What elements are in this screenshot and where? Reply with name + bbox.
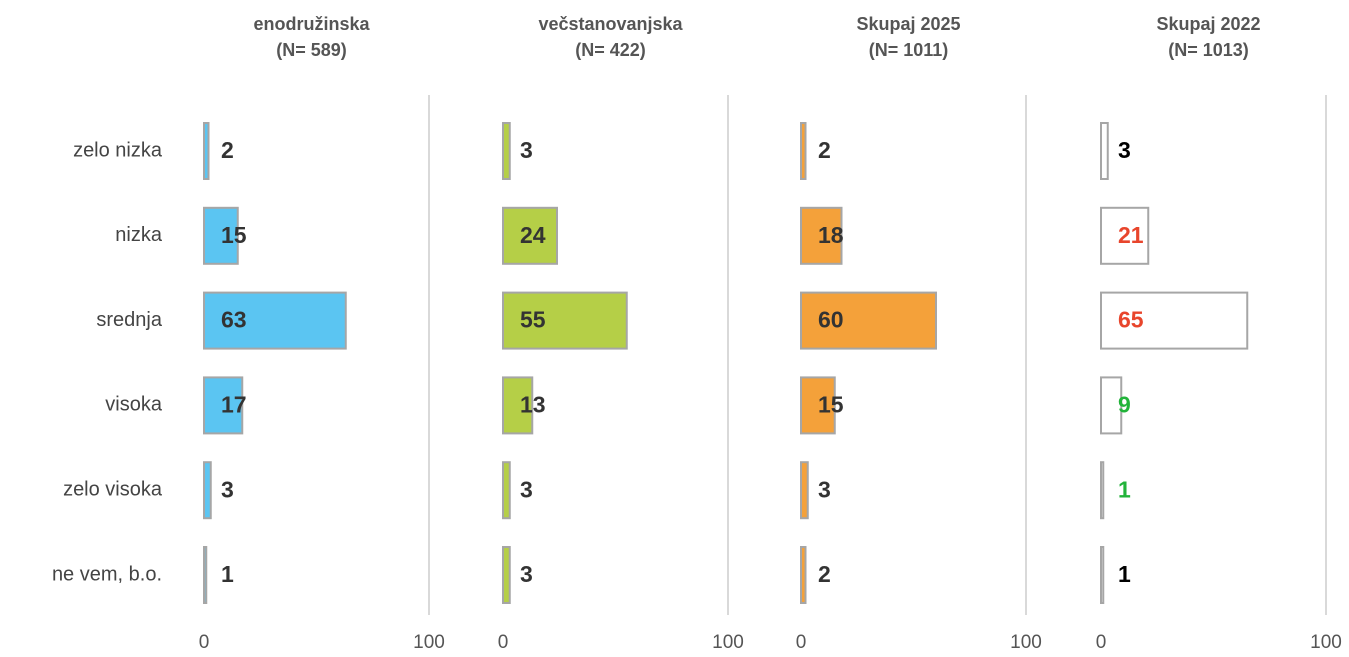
value-label: 55 <box>520 307 546 333</box>
value-label: 65 <box>1118 307 1144 333</box>
bar <box>800 206 843 265</box>
bar <box>502 291 628 350</box>
value-label: 3 <box>520 137 533 163</box>
bar <box>800 376 836 435</box>
value-label: 9 <box>1118 391 1131 417</box>
x-tick-label: 100 <box>712 632 744 653</box>
bar <box>203 461 212 520</box>
bar <box>203 206 239 265</box>
bar <box>1100 122 1109 180</box>
value-label: 3 <box>1118 137 1131 163</box>
bar <box>502 461 511 520</box>
category-label: nizka <box>115 224 163 246</box>
panel-title: enodružinska <box>253 14 370 34</box>
bar <box>1100 546 1105 604</box>
bar <box>800 546 807 604</box>
panel-subtitle: (N= 1011) <box>869 40 949 60</box>
value-label: 13 <box>520 391 546 417</box>
bar <box>203 546 208 604</box>
bar <box>502 122 511 180</box>
category-label: zelo nizka <box>73 139 163 161</box>
value-label: 3 <box>520 476 533 502</box>
value-label: 60 <box>818 307 844 333</box>
value-label: 2 <box>818 137 831 163</box>
bar <box>203 291 347 350</box>
bar <box>502 376 534 435</box>
value-label: 3 <box>520 561 533 587</box>
x-tick-label: 0 <box>199 632 210 653</box>
panel-title: Skupaj 2025 <box>856 14 960 34</box>
value-label: 24 <box>520 222 546 248</box>
value-label: 1 <box>1118 561 1131 587</box>
value-label: 2 <box>221 137 234 163</box>
bar <box>502 546 511 604</box>
bar <box>800 122 807 180</box>
value-label: 1 <box>221 561 234 587</box>
category-label: visoka <box>105 394 163 416</box>
bar <box>1100 206 1150 265</box>
bar <box>1100 376 1123 435</box>
panel-title: Skupaj 2022 <box>1156 14 1260 34</box>
category-label: ne vem, b.o. <box>52 563 162 585</box>
category-label: srednja <box>96 309 162 331</box>
value-label: 3 <box>221 476 234 502</box>
x-tick-label: 0 <box>498 632 509 653</box>
value-label: 2 <box>818 561 831 587</box>
bar <box>800 291 937 350</box>
x-tick-label: 100 <box>413 632 445 653</box>
x-tick-label: 0 <box>796 632 807 653</box>
bar <box>1100 461 1105 520</box>
x-tick-label: 100 <box>1010 632 1042 653</box>
value-label: 17 <box>221 391 247 417</box>
bar <box>1100 291 1249 350</box>
bar <box>502 206 558 265</box>
bar <box>203 376 244 435</box>
panel-subtitle: (N= 422) <box>575 40 646 60</box>
value-label: 63 <box>221 307 247 333</box>
value-label: 3 <box>818 476 831 502</box>
panel-title: večstanovanjska <box>538 14 683 34</box>
value-label: 15 <box>818 391 844 417</box>
x-tick-label: 100 <box>1310 632 1342 653</box>
value-label: 15 <box>221 222 247 248</box>
value-label: 21 <box>1118 222 1144 248</box>
panel-subtitle: (N= 1013) <box>1168 40 1249 60</box>
value-label: 1 <box>1118 476 1131 502</box>
category-label: zelo visoka <box>63 478 163 500</box>
panel-subtitle: (N= 589) <box>276 40 347 60</box>
value-label: 18 <box>818 222 844 248</box>
bar <box>203 122 210 180</box>
x-tick-label: 0 <box>1096 632 1107 653</box>
bar <box>800 461 809 520</box>
